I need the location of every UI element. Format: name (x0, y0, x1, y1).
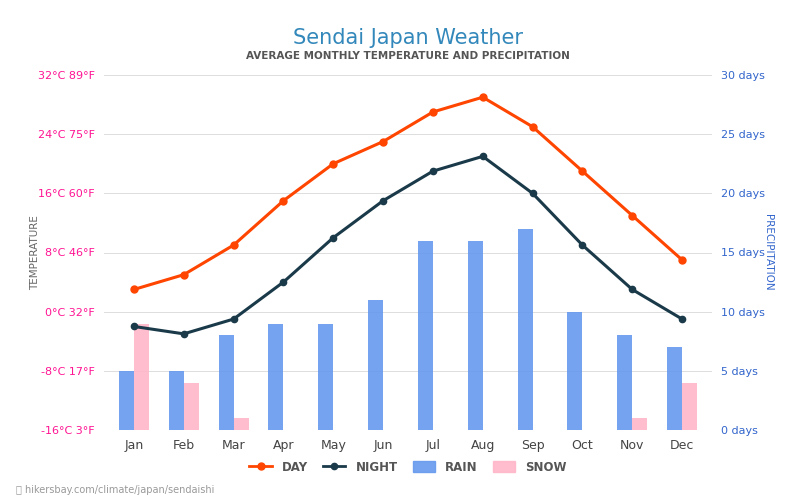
Bar (632, 418, 647, 430)
Bar (169, 371, 184, 430)
Bar (468, 240, 482, 430)
Bar (567, 312, 582, 430)
Bar (418, 240, 433, 430)
Bar (234, 418, 249, 430)
Title: Sendai Japan Weather: Sendai Japan Weather (293, 28, 523, 48)
Text: ⌕ hikersbay.com/climate/japan/sendaishi: ⌕ hikersbay.com/climate/japan/sendaishi (16, 485, 214, 495)
Bar (218, 336, 234, 430)
Bar (518, 229, 533, 430)
Bar (184, 382, 198, 430)
Y-axis label: PRECIPITATION: PRECIPITATION (763, 214, 773, 291)
Bar (682, 382, 697, 430)
Text: AVERAGE MONTHLY TEMPERATURE AND PRECIPITATION: AVERAGE MONTHLY TEMPERATURE AND PRECIPIT… (246, 51, 570, 61)
Bar (618, 336, 632, 430)
Bar (119, 371, 134, 430)
Bar (134, 324, 149, 430)
Legend: DAY, NIGHT, RAIN, SNOW: DAY, NIGHT, RAIN, SNOW (244, 456, 572, 479)
Bar (318, 324, 334, 430)
Bar (667, 347, 682, 430)
Bar (368, 300, 383, 430)
Y-axis label: TEMPERATURE: TEMPERATURE (30, 215, 40, 290)
Bar (269, 324, 283, 430)
